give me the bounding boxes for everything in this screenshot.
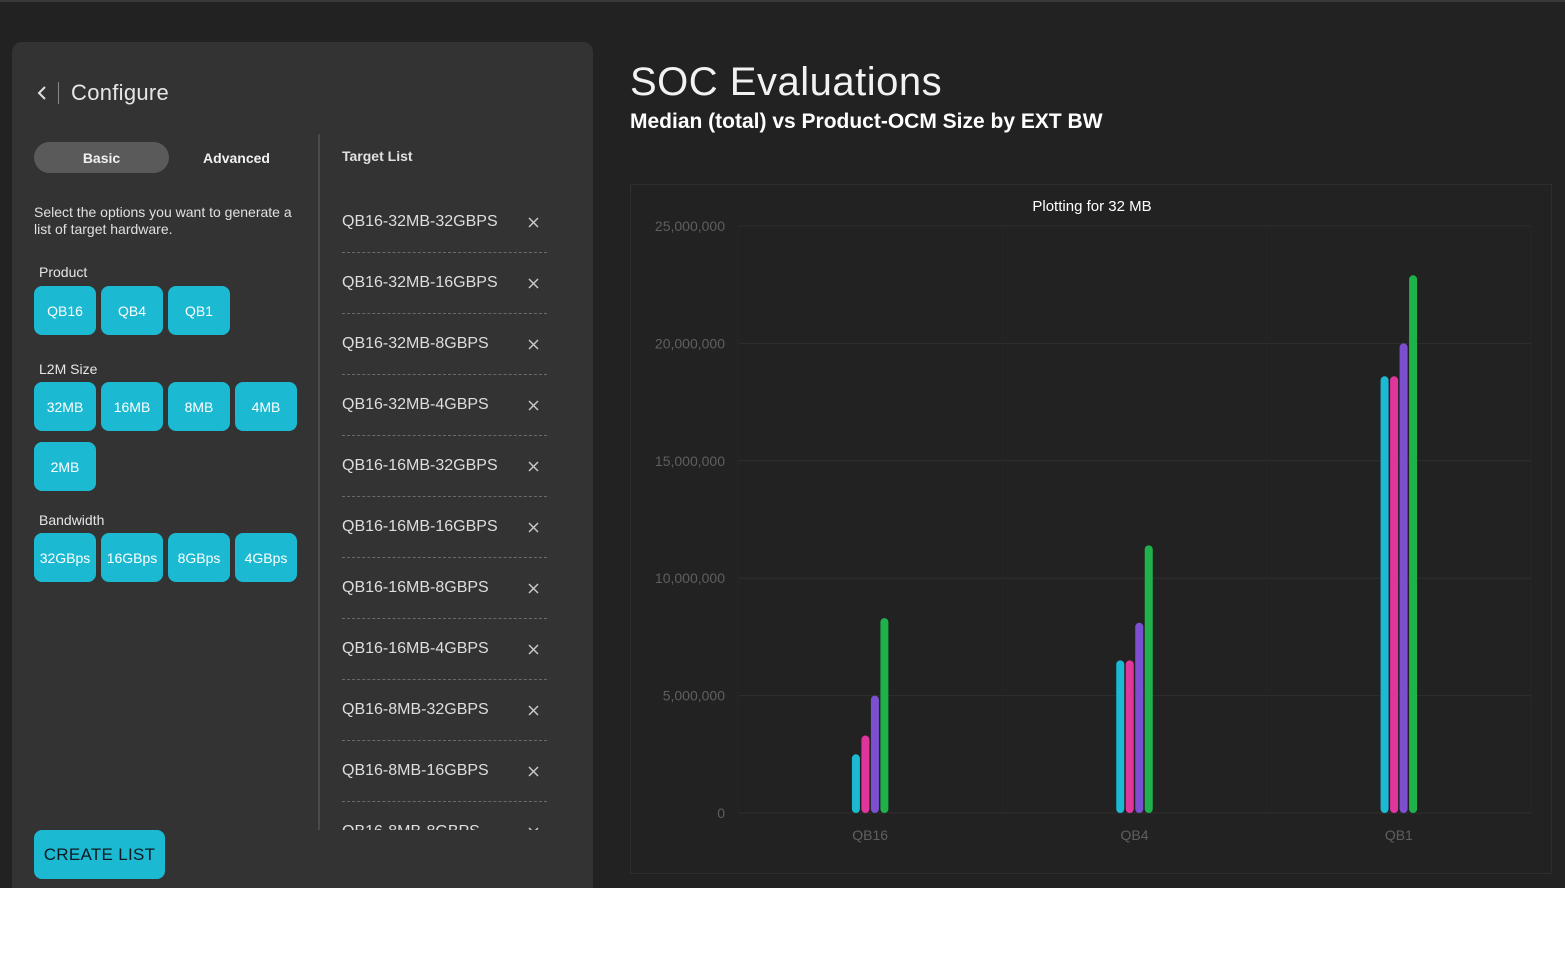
bar [1116, 660, 1125, 813]
target-label: QB16-8MB-16GBPS [342, 762, 489, 779]
column-divider [318, 134, 320, 830]
target-label: QB16-32MB-8GBPS [342, 335, 489, 352]
bar [1409, 275, 1418, 813]
bar [880, 618, 889, 813]
target-label: QB16-16MB-8GBPS [342, 579, 489, 596]
target-label: QB16-8MB-8GBPS [342, 823, 480, 830]
chevron-left-icon[interactable] [34, 81, 50, 105]
list-item: QB16-16MB-4GBPS [342, 619, 547, 680]
l2m-chip-4mb[interactable]: 4MB [235, 382, 297, 431]
target-label: QB16-32MB-4GBPS [342, 396, 489, 413]
target-label: QB16-32MB-32GBPS [342, 213, 498, 230]
close-icon[interactable] [527, 582, 539, 594]
close-icon[interactable] [527, 765, 539, 777]
bar-chart: Plotting for 32 MB 0 5,000,000 10,000,000 15… [655, 198, 1532, 843]
list-item: QB16-16MB-8GBPS [342, 558, 547, 619]
list-item: QB16-32MB-16GBPS [342, 253, 547, 314]
bandwidth-label: Bandwidth [39, 512, 105, 528]
close-icon[interactable] [527, 521, 539, 533]
create-list-button[interactable]: CREATE LIST [34, 830, 165, 879]
list-item: QB16-16MB-32GBPS [342, 436, 547, 497]
x-tick-label: QB1 [1385, 827, 1413, 843]
list-item: QB16-32MB-32GBPS [342, 192, 547, 253]
x-tick-label: QB16 [852, 827, 888, 843]
bar [1125, 660, 1134, 813]
close-icon[interactable] [527, 216, 539, 228]
l2m-size-options: 32MB 16MB 8MB 4MB 2MB [34, 382, 309, 497]
panel-title: Configure [71, 80, 170, 105]
product-chip-qb4[interactable]: QB4 [101, 286, 163, 335]
y-tick-label: 10,000,000 [655, 570, 725, 586]
target-list[interactable]: QB16-32MB-32GBPS QB16-32MB-16GBPS QB16-32M… [342, 192, 547, 830]
bw-chip-8gbps[interactable]: 8GBps [168, 533, 230, 582]
y-tick-label: 25,000,000 [655, 218, 725, 234]
target-label: QB16-32MB-16GBPS [342, 274, 498, 291]
close-icon[interactable] [527, 338, 539, 350]
y-tick-label: 5,000,000 [663, 688, 725, 704]
bw-chip-4gbps[interactable]: 4GBps [235, 533, 297, 582]
list-item: QB16-16MB-16GBPS [342, 497, 547, 558]
l2m-chip-2mb[interactable]: 2MB [34, 442, 96, 491]
bar [1399, 343, 1408, 813]
header-divider [58, 82, 59, 104]
target-label: QB16-16MB-32GBPS [342, 457, 498, 474]
l2m-chip-16mb[interactable]: 16MB [101, 382, 163, 431]
bar [851, 754, 860, 813]
app-window: Configure Basic Advanced Select the opti… [0, 0, 1565, 888]
bar [1135, 622, 1144, 813]
chart-container: Plotting for 32 MB 0 5,000,000 10,000,000 15… [630, 184, 1552, 874]
l2m-size-label: L2M Size [39, 361, 98, 377]
close-icon[interactable] [527, 277, 539, 289]
bar [1380, 376, 1389, 813]
close-icon[interactable] [527, 826, 539, 830]
target-list-title: Target List [342, 148, 413, 164]
list-item: QB16-8MB-32GBPS [342, 680, 547, 741]
close-icon[interactable] [527, 704, 539, 716]
bw-chip-16gbps[interactable]: 16GBps [101, 533, 163, 582]
tab-advanced[interactable]: Advanced [203, 149, 270, 166]
mode-tabs: Basic Advanced [34, 142, 304, 173]
list-item: QB16-8MB-16GBPS [342, 741, 547, 802]
x-tick-label: QB4 [1120, 827, 1148, 843]
l2m-chip-32mb[interactable]: 32MB [34, 382, 96, 431]
configure-panel: Configure Basic Advanced Select the opti… [12, 42, 593, 888]
close-icon[interactable] [527, 399, 539, 411]
bar [870, 695, 879, 813]
tab-basic[interactable]: Basic [34, 142, 169, 173]
bandwidth-options: 32GBps 16GBps 8GBps 4GBps [34, 533, 309, 588]
product-chip-qb16[interactable]: QB16 [34, 286, 96, 335]
close-icon[interactable] [527, 460, 539, 472]
bar [861, 735, 870, 813]
page-subtitle: Median (total) vs Product-OCM Size by EX… [630, 110, 1103, 133]
instructions-text: Select the options you want to generate … [34, 204, 292, 237]
l2m-chip-8mb[interactable]: 8MB [168, 382, 230, 431]
target-label: QB16-16MB-16GBPS [342, 518, 498, 535]
list-item: QB16-32MB-4GBPS [342, 375, 547, 436]
close-icon[interactable] [527, 643, 539, 655]
y-tick-label: 20,000,000 [655, 335, 725, 351]
product-chip-qb1[interactable]: QB1 [168, 286, 230, 335]
chart-title: Plotting for 32 MB [1032, 198, 1151, 215]
list-item: QB16-8MB-8GBPS [342, 802, 547, 830]
bar [1144, 545, 1153, 813]
list-item: QB16-32MB-8GBPS [342, 314, 547, 375]
y-tick-label: 0 [717, 805, 725, 821]
target-label: QB16-16MB-4GBPS [342, 640, 489, 657]
bw-chip-32gbps[interactable]: 32GBps [34, 533, 96, 582]
bar [1390, 376, 1399, 813]
target-label: QB16-8MB-32GBPS [342, 701, 489, 718]
page-title: SOC Evaluations [630, 60, 943, 104]
product-options: QB16 QB4 QB1 [34, 286, 309, 341]
product-label: Product [39, 264, 88, 280]
y-tick-label: 15,000,000 [655, 453, 725, 469]
panel-header: Configure [34, 78, 169, 108]
